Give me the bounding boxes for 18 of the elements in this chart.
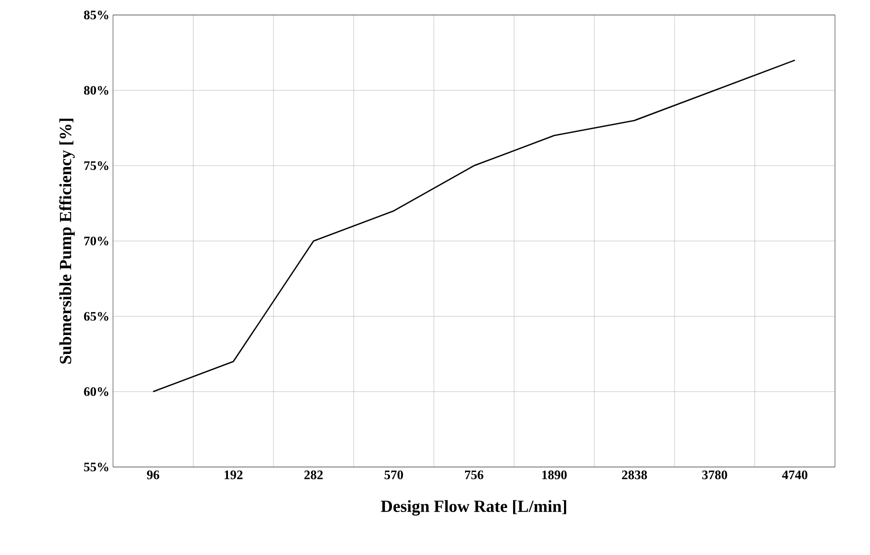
y-tick-label: 70%	[84, 236, 108, 246]
y-tick-label: 65%	[84, 312, 108, 321]
y-tick-label: 80%	[84, 86, 108, 95]
y-axis-title: Submersible Pump Efficiency [%]	[59, 118, 75, 364]
y-tick-label: 55%	[84, 462, 108, 472]
x-axis-title: Design Flow Rate [L/min]	[380, 500, 566, 516]
y-tick-label: 60%	[84, 387, 108, 396]
x-tick-label: 570	[384, 470, 403, 480]
x-tick-label: 1890	[542, 470, 567, 480]
x-tick-label: 4740	[782, 470, 808, 480]
x-tick-label: 192	[224, 470, 242, 480]
x-tick-label: 756	[465, 470, 484, 480]
y-tick-label: 75%	[84, 161, 108, 170]
x-tick-label: 96	[146, 470, 160, 480]
x-tick-label: 3780	[702, 470, 728, 480]
x-tick-label: 2838	[622, 470, 647, 480]
y-tick-label: 85%	[84, 10, 108, 20]
x-tick-label: 282	[304, 470, 323, 480]
